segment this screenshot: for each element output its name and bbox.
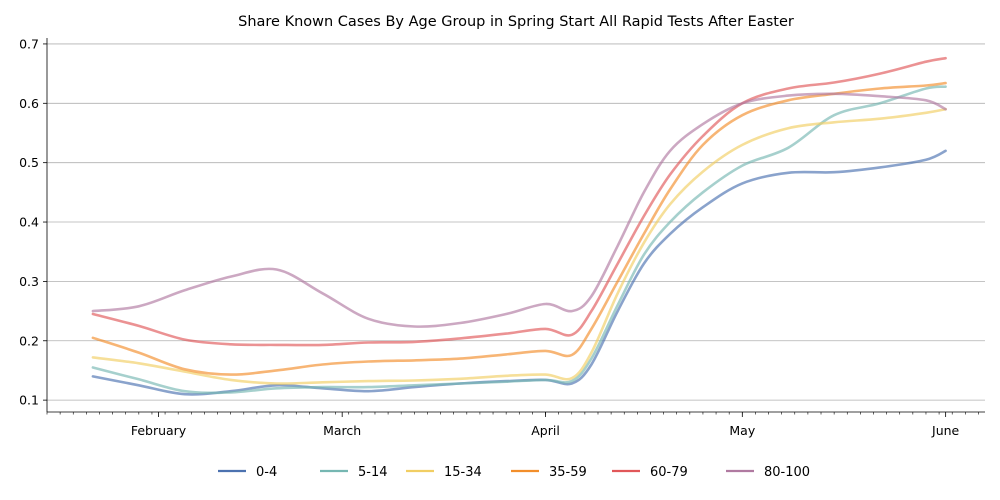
y-tick-label: 0.3 — [19, 274, 39, 289]
legend-label: 80-100 — [764, 465, 810, 480]
axes: 0.1 0.2 0.3 0.4 0.5 0.6 0.7 February March April M… — [19, 36, 985, 438]
y-tick-label: 0.7 — [19, 36, 39, 51]
series-line-0-4 — [91, 149, 947, 396]
y-tick-label: 0.6 — [19, 96, 39, 111]
legend-item-35-59: 35-59 — [511, 465, 587, 480]
series-line-15-34 — [91, 107, 947, 385]
y-tick-label: 0.1 — [19, 393, 39, 408]
legend-label: 0-4 — [256, 465, 277, 480]
legend-item-0-4: 0-4 — [218, 465, 277, 480]
series-line-60-79 — [91, 56, 947, 347]
legend-label: 35-59 — [549, 465, 587, 480]
x-tick-label: March — [323, 423, 361, 438]
x-tick-label: May — [729, 423, 755, 438]
legend-label: 60-79 — [650, 465, 688, 480]
legend-item-60-79: 60-79 — [612, 465, 688, 480]
legend: 0-4 5-14 15-34 35-59 60-79 80-100 — [218, 465, 810, 480]
series-line-80-100 — [91, 92, 947, 328]
series-lines — [91, 56, 947, 396]
chart-title: Share Known Cases By Age Group in Spring… — [238, 14, 794, 30]
grid — [47, 43, 985, 401]
y-tick-label: 0.5 — [19, 155, 39, 170]
x-tick-label: June — [931, 423, 960, 438]
series-line-5-14 — [91, 85, 947, 395]
y-tick-label: 0.2 — [19, 333, 39, 348]
legend-label: 5-14 — [358, 465, 388, 480]
legend-label: 15-34 — [444, 465, 482, 480]
legend-item-5-14: 5-14 — [320, 465, 388, 480]
series-line-35-59 — [91, 81, 947, 376]
legend-item-80-100: 80-100 — [726, 465, 810, 480]
x-tick-label: April — [531, 423, 560, 438]
y-tick-label: 0.4 — [19, 215, 39, 230]
legend-item-15-34: 15-34 — [406, 465, 482, 480]
x-tick-label: February — [131, 423, 187, 438]
